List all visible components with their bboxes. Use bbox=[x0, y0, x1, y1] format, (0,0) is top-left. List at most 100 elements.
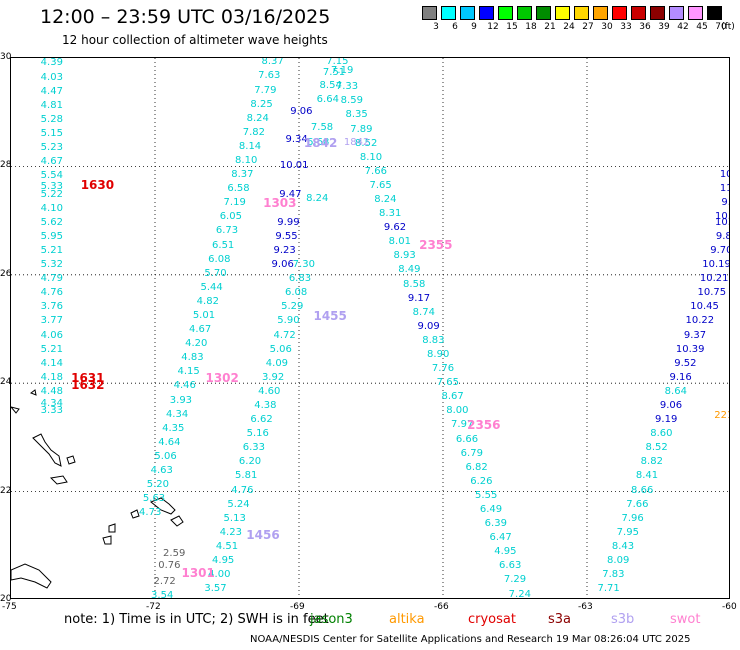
wave-height-label: 5.90 bbox=[277, 315, 300, 327]
legend-swatch-42 bbox=[669, 6, 684, 20]
legend-swatch-18 bbox=[517, 6, 532, 20]
wave-height-label: 9.70 bbox=[710, 244, 729, 256]
wave-height-label: 4.48 bbox=[40, 385, 63, 397]
legend-swatch-70 bbox=[707, 6, 722, 20]
wave-height-label: 5.06 bbox=[154, 450, 177, 462]
lat-tick-label: 28 bbox=[0, 160, 12, 171]
legend-label-3: 3 bbox=[433, 22, 439, 32]
wave-height-label: 8.83 bbox=[422, 334, 445, 346]
wave-height-label: 4.64 bbox=[158, 436, 181, 448]
legend-label-36: 36 bbox=[639, 22, 651, 32]
wave-height-label: 4.39 bbox=[40, 57, 63, 69]
wave-height-label: 10.45 bbox=[690, 301, 719, 313]
wave-height-label: 5.62 bbox=[40, 216, 63, 228]
wave-height-label: 0.76 bbox=[158, 560, 181, 572]
wave-height-label: 3.93 bbox=[169, 394, 193, 406]
legend-label-18: 18 bbox=[525, 22, 537, 32]
wave-height-label: 7.83 bbox=[602, 569, 625, 581]
legend-swatch-6 bbox=[441, 6, 456, 20]
wave-height-label: 6.33 bbox=[242, 442, 266, 454]
wave-height-label: 6.66 bbox=[455, 433, 479, 445]
coastline-shape bbox=[32, 433, 62, 467]
pass-time-label: 1301 bbox=[181, 565, 215, 580]
wave-height-label: 5.21 bbox=[40, 343, 63, 355]
wave-height-label: 4.15 bbox=[177, 366, 200, 378]
wave-height-label: 8.93 bbox=[393, 250, 416, 262]
wave-height-label: 4.23 bbox=[219, 526, 242, 538]
wave-height-label: 4.35 bbox=[162, 422, 185, 434]
wave-height-label: 4.63 bbox=[150, 465, 173, 476]
pass-time-label: 1455 bbox=[313, 308, 347, 323]
wave-height-label: 6.08 bbox=[284, 287, 308, 299]
wave-height-label: 9.34 bbox=[285, 134, 308, 146]
wave-height-label: 7.66 bbox=[364, 165, 387, 177]
wave-height-label: 4.46 bbox=[173, 380, 196, 392]
wave-height-label: 5.20 bbox=[146, 479, 170, 491]
lat-tick-label: 20 bbox=[0, 594, 12, 604]
wave-height-label: 6.26 bbox=[470, 475, 493, 487]
wave-height-label: 7.79 bbox=[254, 84, 277, 96]
coastline-shape bbox=[170, 515, 184, 527]
footer-credit: NOAA/NESDIS Center for Satellite Applica… bbox=[250, 634, 691, 645]
legend-swatch-24 bbox=[555, 6, 570, 20]
pass-time-label: 1842 bbox=[303, 135, 338, 150]
wave-height-label: 4.79 bbox=[40, 273, 63, 285]
wave-height-label: 8.90 bbox=[427, 349, 450, 361]
wave-height-label: 8.01 bbox=[388, 236, 411, 248]
legend-label-12: 12 bbox=[487, 22, 499, 32]
wave-height-label: 7.30 bbox=[292, 259, 315, 271]
wave-height-label: 7.95 bbox=[616, 526, 639, 538]
wave-height-label: 7.58 bbox=[310, 122, 334, 134]
wave-height-label: 4.82 bbox=[196, 295, 219, 307]
legend-swatch-45 bbox=[688, 6, 703, 20]
wave-height-label: 4.76 bbox=[40, 287, 63, 299]
wave-height-label: 7.76 bbox=[431, 363, 455, 375]
wave-height-label: 4.67 bbox=[40, 156, 63, 168]
wave-height-label: 4.73 bbox=[139, 507, 162, 519]
wave-height-label: 5.95 bbox=[40, 230, 63, 242]
legend-swatch-36 bbox=[631, 6, 646, 20]
pass-time-label: 2355 bbox=[419, 237, 453, 252]
lon-tick-label: -72 bbox=[146, 602, 161, 612]
wave-height-label: 8.37 bbox=[231, 169, 254, 181]
legend-swatch-9 bbox=[460, 6, 475, 20]
wave-height-label: 4.10 bbox=[40, 202, 63, 214]
wave-height-label: 8.00 bbox=[446, 405, 469, 417]
legend-swatch-15 bbox=[498, 6, 513, 20]
wave-height-label: 5.13 bbox=[223, 512, 246, 524]
coastline-shape bbox=[108, 523, 116, 533]
wave-height-label: 6.62 bbox=[250, 414, 273, 426]
pass-time-label: 1630 bbox=[80, 177, 115, 192]
wave-height-label: 2.72 bbox=[153, 575, 176, 587]
legend-label-27: 27 bbox=[582, 22, 594, 32]
wave-height-label: 7.66 bbox=[626, 498, 649, 510]
wave-height-label: 7.96 bbox=[621, 512, 644, 524]
wave-height-label: 8.14 bbox=[238, 140, 262, 152]
wave-height-label: 8.41 bbox=[635, 470, 659, 482]
wave-height-label: 7.15 bbox=[326, 57, 349, 68]
wave-height-label: 8.58 bbox=[403, 278, 426, 290]
wave-height-label: 5.33 bbox=[40, 180, 63, 192]
wave-height-label: 9.37 bbox=[683, 329, 707, 341]
wave-height-label: 9.06 bbox=[271, 259, 294, 271]
wave-height-label: 1842 bbox=[343, 136, 370, 148]
wave-height-label: 6.64 bbox=[316, 94, 339, 106]
wave-height-label: 8.67 bbox=[441, 391, 464, 403]
wave-height-label: 7.40 bbox=[593, 598, 615, 599]
wave-height-label: 9. bbox=[721, 197, 729, 209]
wave-height-label: 8.64 bbox=[664, 385, 687, 397]
wave-height-label: 4.51 bbox=[215, 540, 239, 552]
lon-tick-label: -60 bbox=[722, 602, 737, 612]
wave-height-label: 3.57 bbox=[204, 583, 227, 595]
pass-time-label: 1631 bbox=[71, 370, 105, 385]
wave-height-label: 8.31 bbox=[379, 208, 402, 220]
wave-height-label: 4.14 bbox=[40, 357, 63, 369]
legend-label-24: 24 bbox=[563, 22, 575, 32]
wave-height-label: 8.60 bbox=[650, 428, 673, 440]
coastline-shape bbox=[11, 406, 20, 414]
chart-subtitle: 12 hour collection of altimeter wave hei… bbox=[62, 33, 328, 47]
legend-label-9: 9 bbox=[471, 22, 477, 32]
wave-height-label: 6.58 bbox=[227, 183, 250, 195]
wave-height-label: 8.25 bbox=[250, 98, 273, 110]
wave-height-label: 10.5 bbox=[715, 217, 729, 229]
